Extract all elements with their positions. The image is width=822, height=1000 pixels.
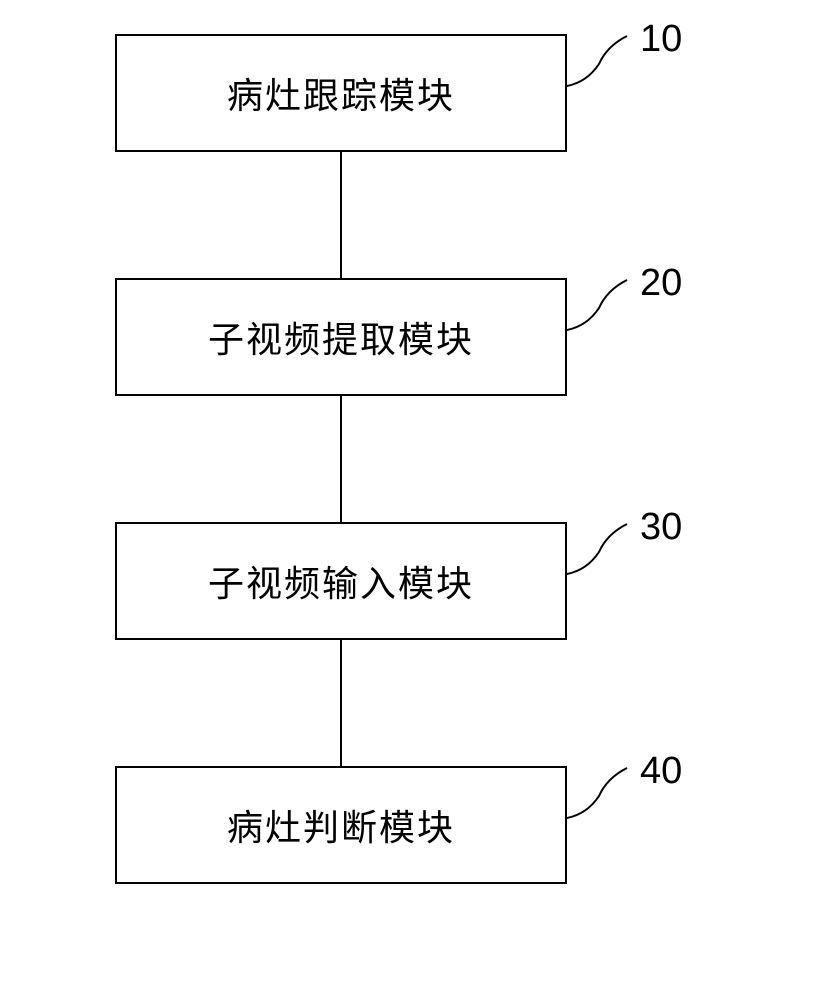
box-3-label: 子视频输入模块 [208, 555, 474, 607]
box-4-number: 40 [640, 750, 682, 793]
flowchart-box-2: 子视频提取模块 [115, 278, 567, 396]
box-1-label: 病灶跟踪模块 [227, 67, 455, 119]
flowchart-box-3: 子视频输入模块 [115, 522, 567, 640]
curve-3 [567, 522, 647, 582]
box-3-number: 30 [640, 506, 682, 549]
flowchart-box-4: 病灶判断模块 [115, 766, 567, 884]
connector-3-4 [340, 640, 342, 766]
connector-1-2 [340, 152, 342, 278]
box-2-number: 20 [640, 262, 682, 305]
box-2-label: 子视频提取模块 [208, 311, 474, 363]
curve-4 [567, 766, 647, 826]
box-4-label: 病灶判断模块 [227, 799, 455, 851]
curve-2 [567, 278, 647, 338]
box-1-number: 10 [640, 18, 682, 61]
curve-1 [567, 34, 647, 94]
flowchart-box-1: 病灶跟踪模块 [115, 34, 567, 152]
connector-2-3 [340, 396, 342, 522]
